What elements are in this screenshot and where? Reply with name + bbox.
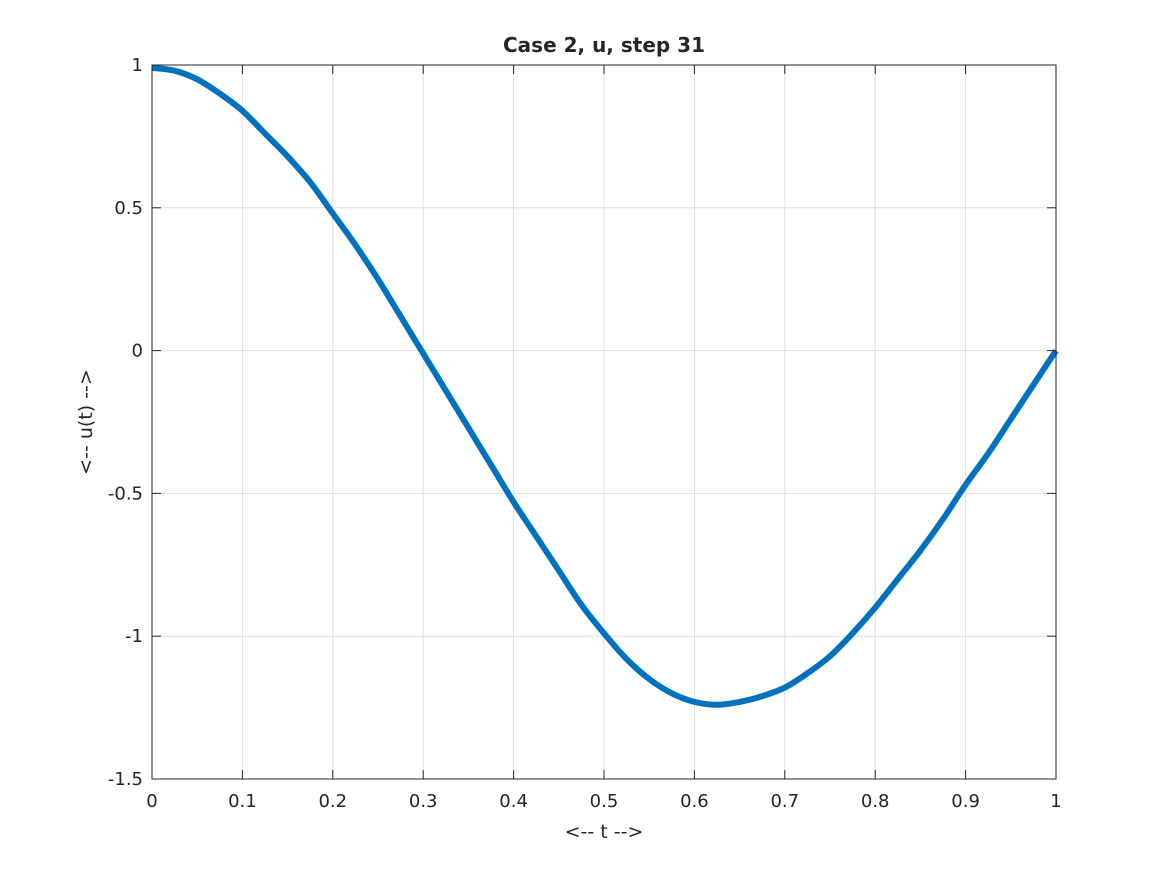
x-tick-label: 0 bbox=[146, 791, 157, 812]
x-tick-label: 0.5 bbox=[590, 791, 619, 812]
x-tick-label: 0.9 bbox=[951, 791, 980, 812]
x-tick-label: 0.7 bbox=[770, 791, 799, 812]
series-layer bbox=[151, 64, 1059, 708]
x-tick-label: 0.2 bbox=[318, 791, 347, 812]
y-tick-label: 1 bbox=[132, 55, 143, 76]
x-tick-label: 0.4 bbox=[499, 791, 528, 812]
x-tick-labels: 0 0.1 0.2 0.3 0.4 0.5 0.6 0.7 0.8 0.9 1 bbox=[146, 791, 1061, 812]
y-axis-label: <-- u(t) --> bbox=[75, 369, 97, 475]
y-tick-labels: -1.5 -1 -0.5 0 0.5 1 bbox=[108, 55, 143, 790]
y-tick-label: -0.5 bbox=[108, 483, 143, 504]
y-tick-label: -1 bbox=[125, 626, 143, 647]
x-tick-label: 0.6 bbox=[680, 791, 709, 812]
x-tick-label: 0.3 bbox=[409, 791, 438, 812]
chart-title: Case 2, u, step 31 bbox=[503, 33, 705, 57]
y-tick-label: 0.5 bbox=[114, 198, 143, 219]
x-tick-label: 0.1 bbox=[228, 791, 257, 812]
y-tick-label: -1.5 bbox=[108, 769, 143, 790]
tick-marks bbox=[151, 64, 1057, 780]
x-tick-label: 1 bbox=[1050, 791, 1061, 812]
x-tick-label: 0.8 bbox=[861, 791, 890, 812]
x-axis-label: <-- t --> bbox=[565, 821, 644, 843]
y-tick-label: 0 bbox=[132, 341, 143, 362]
series-line bbox=[151, 64, 1059, 708]
